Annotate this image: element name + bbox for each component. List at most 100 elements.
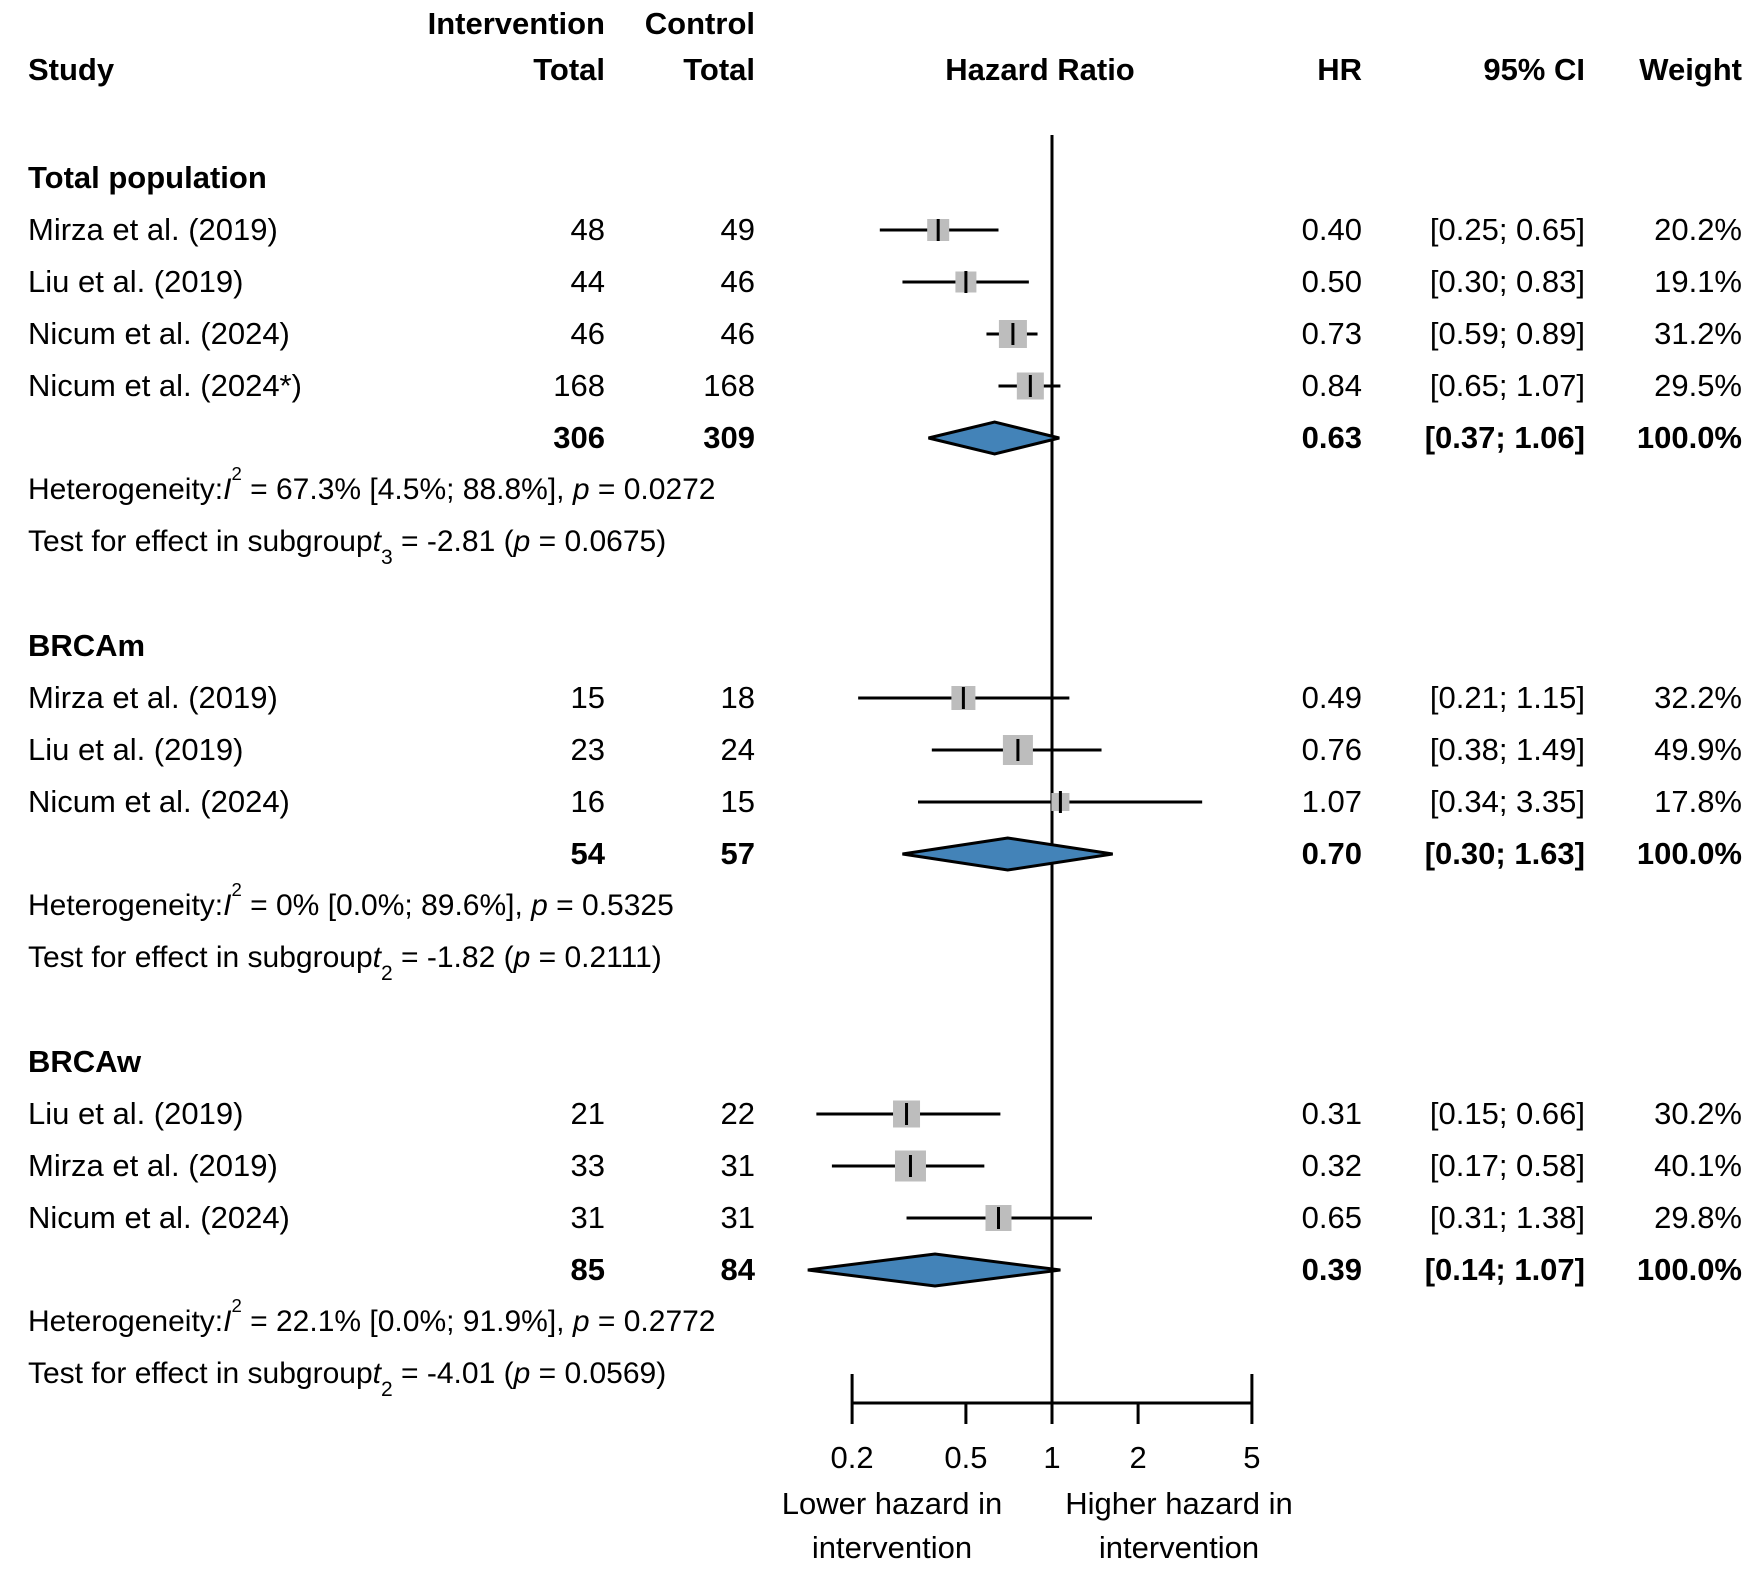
hr-value: 0.40 bbox=[1301, 212, 1362, 248]
axis-label-lower-hazard-line1: Lower hazard in bbox=[781, 1486, 1003, 1522]
study-name: Liu et al. (2019) bbox=[28, 1096, 244, 1132]
effect-test-line: Test for effect in subgroupt3 = -2.81 (p… bbox=[28, 524, 667, 569]
axis-label-higher-hazard-line2: intervention bbox=[1098, 1530, 1260, 1566]
study-name: Nicum et al. (2024) bbox=[28, 316, 290, 352]
study-name: Mirza et al. (2019) bbox=[28, 212, 278, 248]
col-header-hazard-ratio: Hazard Ratio bbox=[945, 52, 1135, 88]
ci-value: [0.30; 0.83] bbox=[1429, 264, 1585, 300]
hr-value: 0.73 bbox=[1301, 316, 1362, 352]
intervention-total: 23 bbox=[570, 732, 605, 768]
col-header-hr: HR bbox=[1317, 52, 1362, 88]
intervention-total: 31 bbox=[570, 1200, 605, 1236]
col-header-control-total: Total bbox=[683, 52, 755, 88]
control-total: 18 bbox=[720, 680, 755, 716]
control-total: 22 bbox=[720, 1096, 755, 1132]
weight-value: 49.9% bbox=[1654, 732, 1742, 768]
intervention-total: 46 bbox=[570, 316, 605, 352]
intervention-total: 21 bbox=[570, 1096, 605, 1132]
ci-value: [0.31; 1.38] bbox=[1429, 1200, 1585, 1236]
pooled-weight-value: 100.0% bbox=[1636, 420, 1742, 456]
col-header-control: Control bbox=[644, 6, 755, 42]
pooled-diamond bbox=[902, 836, 1113, 872]
pooled-hr-value: 0.39 bbox=[1301, 1252, 1362, 1288]
study-name: Liu et al. (2019) bbox=[28, 264, 244, 300]
axis-tick-label: 0.2 bbox=[830, 1440, 874, 1476]
axis-label-higher-hazard-line1: Higher hazard in bbox=[1065, 1486, 1293, 1522]
effect-test-line: Test for effect in subgroupt2 = -1.82 (p… bbox=[28, 940, 662, 985]
pooled-ci-value: [0.37; 1.06] bbox=[1424, 420, 1585, 456]
pooled-hr-value: 0.70 bbox=[1301, 836, 1362, 872]
intervention-total: 48 bbox=[570, 212, 605, 248]
intervention-total: 44 bbox=[570, 264, 605, 300]
control-total: 46 bbox=[720, 316, 755, 352]
ci-value: [0.65; 1.07] bbox=[1429, 368, 1585, 404]
control-total: 46 bbox=[720, 264, 755, 300]
weight-value: 29.5% bbox=[1654, 368, 1742, 404]
pooled-diamond bbox=[928, 420, 1060, 456]
control-total: 168 bbox=[703, 368, 755, 404]
study-name: Liu et al. (2019) bbox=[28, 732, 244, 768]
pooled-intervention-total: 85 bbox=[570, 1252, 605, 1288]
study-name: Mirza et al. (2019) bbox=[28, 680, 278, 716]
ci-value: [0.15; 0.66] bbox=[1429, 1096, 1585, 1132]
ci-value: [0.34; 3.35] bbox=[1429, 784, 1585, 820]
ci-value: [0.59; 0.89] bbox=[1429, 316, 1585, 352]
col-header-intervention-total: Total bbox=[533, 52, 605, 88]
control-total: 15 bbox=[720, 784, 755, 820]
axis-tick-label: 5 bbox=[1243, 1440, 1261, 1476]
control-total: 31 bbox=[720, 1200, 755, 1236]
pooled-ci-value: [0.30; 1.63] bbox=[1424, 836, 1585, 872]
weight-value: 19.1% bbox=[1654, 264, 1742, 300]
hr-value: 0.76 bbox=[1301, 732, 1362, 768]
col-header-weight: Weight bbox=[1639, 52, 1742, 88]
weight-value: 30.2% bbox=[1654, 1096, 1742, 1132]
pooled-intervention-total: 54 bbox=[570, 836, 605, 872]
pooled-diamond bbox=[807, 1252, 1061, 1288]
hr-value: 0.50 bbox=[1301, 264, 1362, 300]
axis-tick-label: 1 bbox=[1043, 1440, 1061, 1476]
study-name: Nicum et al. (2024*) bbox=[28, 368, 302, 404]
pooled-ci-value: [0.14; 1.07] bbox=[1424, 1252, 1585, 1288]
hr-value: 0.49 bbox=[1301, 680, 1362, 716]
intervention-total: 33 bbox=[570, 1148, 605, 1184]
pooled-weight-value: 100.0% bbox=[1636, 836, 1742, 872]
subgroup-label: BRCAw bbox=[28, 1044, 142, 1080]
subgroup-label: Total population bbox=[28, 160, 267, 196]
effect-test-line: Test for effect in subgroupt2 = -4.01 (p… bbox=[28, 1356, 667, 1401]
axis-tick-label: 0.5 bbox=[944, 1440, 988, 1476]
pooled-intervention-total: 306 bbox=[553, 420, 605, 456]
axis-label-lower-hazard-line2: intervention bbox=[811, 1530, 973, 1566]
weight-value: 32.2% bbox=[1654, 680, 1742, 716]
hr-value: 0.32 bbox=[1301, 1148, 1362, 1184]
heterogeneity-line: Heterogeneity:I2 = 67.3% [4.5%; 88.8%], … bbox=[28, 462, 716, 506]
ci-value: [0.17; 0.58] bbox=[1429, 1148, 1585, 1184]
hr-value: 0.65 bbox=[1301, 1200, 1362, 1236]
pooled-control-total: 309 bbox=[703, 420, 755, 456]
ci-value: [0.21; 1.15] bbox=[1429, 680, 1585, 716]
heterogeneity-line: Heterogeneity:I2 = 0% [0.0%; 89.6%], p =… bbox=[28, 878, 674, 922]
study-name: Nicum et al. (2024) bbox=[28, 1200, 290, 1236]
ci-value: [0.38; 1.49] bbox=[1429, 732, 1585, 768]
weight-value: 31.2% bbox=[1654, 316, 1742, 352]
control-total: 24 bbox=[720, 732, 755, 768]
ci-value: [0.25; 0.65] bbox=[1429, 212, 1585, 248]
hr-value: 1.07 bbox=[1301, 784, 1362, 820]
hr-value: 0.84 bbox=[1301, 368, 1362, 404]
subgroup-label: BRCAm bbox=[28, 628, 146, 664]
pooled-weight-value: 100.0% bbox=[1636, 1252, 1742, 1288]
control-total: 31 bbox=[720, 1148, 755, 1184]
weight-value: 29.8% bbox=[1654, 1200, 1742, 1236]
intervention-total: 16 bbox=[570, 784, 605, 820]
weight-value: 17.8% bbox=[1654, 784, 1742, 820]
intervention-total: 15 bbox=[570, 680, 605, 716]
intervention-total: 168 bbox=[553, 368, 605, 404]
pooled-control-total: 84 bbox=[720, 1252, 755, 1288]
control-total: 49 bbox=[720, 212, 755, 248]
col-header-ci: 95% CI bbox=[1483, 52, 1585, 88]
pooled-hr-value: 0.63 bbox=[1301, 420, 1362, 456]
col-header-intervention: Intervention bbox=[427, 6, 605, 42]
heterogeneity-line: Heterogeneity:I2 = 22.1% [0.0%; 91.9%], … bbox=[28, 1294, 716, 1338]
study-name: Mirza et al. (2019) bbox=[28, 1148, 278, 1184]
